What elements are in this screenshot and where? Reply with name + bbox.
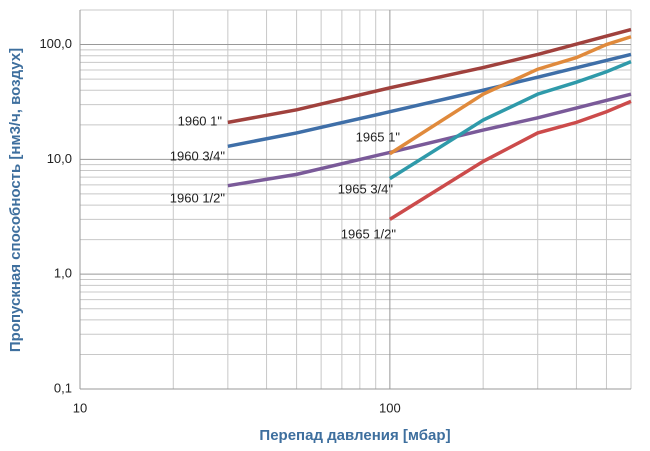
- series-label: 1965 1/2": [341, 226, 397, 241]
- y-tick-label: 10,0: [47, 151, 72, 166]
- x-axis-label: Перепад давления [мбар]: [259, 427, 450, 444]
- series-label: 1965 1": [356, 129, 401, 144]
- line: [388, 35, 632, 156]
- y-tick-label: 1,0: [54, 266, 72, 281]
- y-tick-label: 100,0: [39, 36, 72, 51]
- y-tick-label: 0,1: [54, 380, 72, 395]
- x-tick-label: 100: [379, 400, 401, 415]
- line: [227, 52, 632, 149]
- series-label: 1960 3/4": [170, 148, 226, 163]
- line: [388, 99, 632, 221]
- x-tick-label: 10: [73, 400, 87, 415]
- series-label: 1960 1/2": [170, 190, 226, 205]
- y-axis-label: Пропускная способность [нм3/ч, воздух]: [7, 48, 24, 352]
- line: [227, 92, 632, 188]
- line: [388, 60, 632, 181]
- series-label: 1960 1": [178, 113, 223, 128]
- series-label: 1965 3/4": [338, 181, 394, 196]
- line: [227, 27, 632, 125]
